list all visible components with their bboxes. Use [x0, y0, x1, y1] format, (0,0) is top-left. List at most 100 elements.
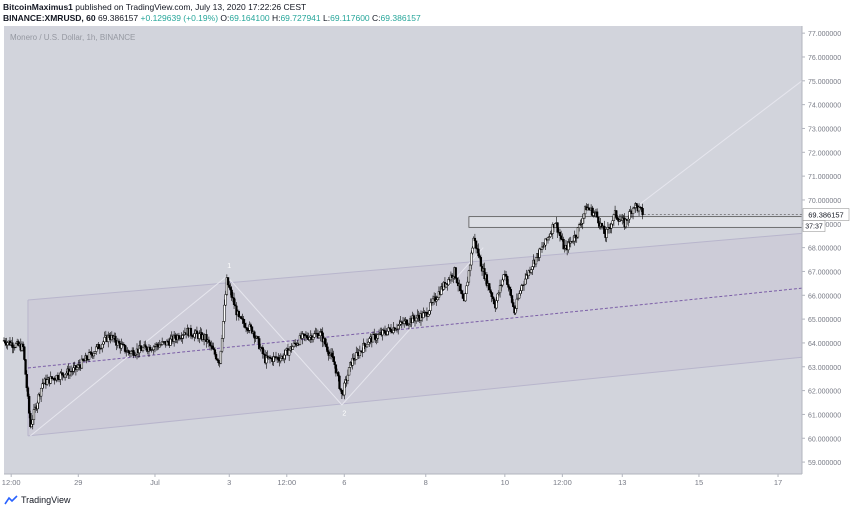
candle-body	[129, 351, 133, 355]
candle-body	[122, 343, 125, 346]
candle-body	[542, 246, 545, 248]
candle-body	[554, 223, 557, 228]
candle-body	[365, 343, 369, 348]
candle-body	[368, 338, 371, 343]
candle-body	[313, 333, 316, 338]
candle-body	[507, 284, 510, 288]
price-tick-label: 68.000000	[808, 246, 841, 253]
candle-body	[220, 338, 224, 352]
candle-body	[334, 364, 338, 374]
price-tick-label: 67.000000	[808, 269, 841, 276]
candle-body	[355, 352, 358, 360]
candle-body	[95, 346, 98, 352]
candle-body	[205, 334, 208, 342]
candle-body	[546, 237, 550, 241]
candle-body	[514, 308, 517, 314]
price-tick-label: 60.000000	[808, 436, 841, 443]
candle-body	[325, 343, 328, 348]
candle-body	[560, 235, 563, 240]
candle-body	[473, 237, 477, 242]
candle-body	[232, 297, 236, 305]
candle-body	[422, 312, 425, 319]
price-tick-label: 75.000000	[808, 79, 841, 86]
candle-body	[63, 374, 67, 378]
candle-body	[436, 297, 439, 300]
close-label: C:	[372, 13, 381, 23]
candle-body	[45, 379, 49, 385]
extension-line[interactable]	[638, 80, 803, 206]
candle-body	[223, 304, 226, 322]
candle-body	[544, 238, 547, 246]
candle-body	[495, 300, 498, 309]
candle-body	[174, 334, 177, 339]
candle-body	[460, 290, 463, 295]
candle-body	[30, 423, 33, 428]
price-tick-label: 73.000000	[808, 126, 841, 133]
time-tick-label: 12:00	[2, 478, 21, 487]
candle-body	[6, 342, 9, 346]
resistance-box[interactable]	[468, 216, 803, 228]
candle-body	[14, 343, 18, 348]
price-chart[interactable]: Monero / U.S. Dollar, 1h, BINANCE 1 2 77.00…	[0, 26, 850, 492]
candle-body	[207, 339, 211, 343]
candle-body	[429, 302, 432, 311]
candle-body	[11, 342, 14, 348]
candle-body	[519, 290, 522, 294]
candle-body	[488, 283, 491, 290]
candle-body	[576, 227, 580, 238]
candle-body	[331, 352, 334, 357]
candle-body	[208, 342, 212, 346]
last-price-badge[interactable]	[802, 208, 850, 221]
candle-body	[288, 350, 291, 356]
candle-body	[631, 207, 635, 214]
candle-body	[455, 277, 459, 283]
candle-body	[397, 325, 400, 330]
candle-body	[508, 287, 511, 290]
candle-body	[641, 208, 644, 216]
candle-body	[376, 334, 379, 339]
price-tick-label: 59.000000	[808, 460, 841, 467]
candle-body	[492, 298, 496, 305]
high-label: H:	[271, 13, 281, 23]
publish-info: published on TradingView.com, July 13, 2…	[75, 2, 307, 12]
candle-body	[518, 293, 521, 299]
candle-body	[42, 382, 45, 385]
candle-body	[491, 296, 495, 300]
candle-body	[242, 318, 245, 324]
wave-zigzag[interactable]	[30, 247, 484, 437]
candle-body	[265, 355, 268, 364]
candle-body	[193, 333, 196, 338]
candle-body	[337, 372, 340, 377]
candle-body	[616, 217, 619, 220]
candle-body	[144, 344, 147, 348]
price-tick-label: 71.000000	[808, 174, 841, 181]
time-tick-label: 12:00	[277, 478, 296, 487]
candle-body	[152, 346, 155, 350]
candle-body	[490, 292, 493, 297]
candle-body	[417, 314, 420, 318]
candle-body	[515, 298, 518, 309]
ohlc-line: BINANCE:XMRUSD, 60 69.386157 +0.129639 (…	[3, 13, 843, 24]
candle-body	[132, 349, 135, 356]
candle-body	[435, 299, 438, 302]
candle-body	[75, 367, 79, 370]
price-tick-label: 74.000000	[808, 103, 841, 110]
countdown-badge	[802, 220, 826, 232]
candle-body	[195, 330, 199, 334]
time-tick-label: 13	[618, 478, 626, 487]
price-tick-label: 64.000000	[808, 341, 841, 348]
candle-body	[250, 326, 254, 334]
author-name[interactable]: BitcoinMaximus1	[3, 2, 73, 12]
countdown-label: 37:37	[805, 224, 823, 231]
channel-upper-line[interactable]	[27, 232, 803, 301]
candle-body	[284, 349, 287, 356]
candle-body	[530, 269, 533, 273]
candle-body	[605, 229, 608, 238]
candle-body	[213, 349, 217, 355]
candle-body	[217, 359, 220, 364]
candle-body	[471, 247, 474, 254]
channel-lower-line[interactable]	[27, 356, 803, 437]
candle-body	[23, 346, 26, 360]
candle-body	[346, 374, 350, 381]
candle-body	[317, 335, 321, 339]
